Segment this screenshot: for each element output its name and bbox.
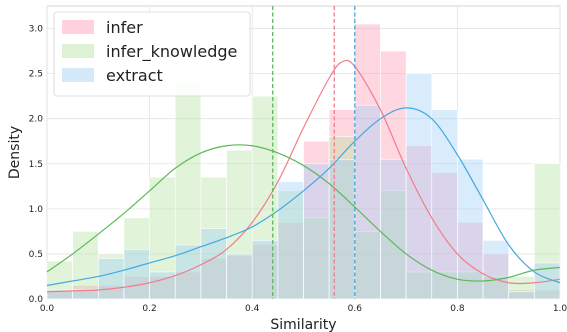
legend-swatch	[62, 68, 94, 82]
histogram-bar	[98, 258, 125, 300]
histogram-bar	[303, 217, 330, 300]
histogram-bar	[303, 163, 330, 300]
x-tick-label: 0.4	[245, 304, 260, 314]
y-tick-label: 3.0	[29, 25, 44, 35]
histogram-bar	[405, 145, 433, 300]
mean-lines	[272, 6, 356, 299]
legend-label: infer_knowledge	[106, 42, 237, 62]
histogram-bar	[328, 158, 356, 300]
histogram-bar	[482, 240, 509, 300]
legend-box	[53, 11, 251, 97]
histogram-bar	[277, 181, 304, 300]
histogram-bar	[174, 244, 202, 300]
legend-label: infer	[106, 18, 143, 37]
histogram-bar	[174, 271, 202, 300]
legend-swatch	[62, 44, 94, 58]
histogram-bar	[226, 255, 253, 300]
histogram-bar	[431, 109, 458, 300]
histogram-bar	[174, 82, 202, 300]
histogram-bar	[380, 190, 407, 300]
histogram-bar	[354, 104, 381, 300]
histogram-bar	[534, 163, 561, 300]
x-tick-label: 1.0	[553, 304, 567, 314]
y-tick-label: 0.0	[29, 295, 44, 305]
histogram-bar	[405, 73, 433, 300]
histogram-bar	[149, 176, 176, 300]
histogram-bar	[226, 253, 253, 300]
histogram-bar	[380, 50, 407, 300]
x-tick-label: 0.8	[450, 304, 465, 314]
histogram-bars	[46, 23, 561, 300]
y-tick-label: 0.5	[29, 250, 43, 260]
kde-curve-infer	[46, 59, 561, 293]
y-tick-label: 2.0	[29, 115, 44, 125]
axis-ticks: 0.0 0.2 0.4 0.6 0.8 1.0 0.0 0.5 1.0 1.5 2.0 2.5 3.0	[29, 25, 567, 314]
histogram-bar	[251, 240, 279, 300]
histogram-bar	[380, 158, 407, 300]
kde-curve-extract	[46, 107, 561, 287]
y-tick-label: 1.0	[29, 205, 44, 215]
legend-label: extract	[106, 66, 163, 85]
legend-swatch	[62, 20, 94, 34]
y-tick-label: 1.5	[29, 160, 43, 170]
histogram-bar	[251, 95, 279, 300]
histogram-series-extract	[46, 73, 561, 300]
y-axis-title: Density	[7, 126, 23, 179]
x-tick-label: 0.2	[142, 304, 156, 314]
histogram-bar	[200, 176, 227, 300]
histogram-bar	[72, 231, 99, 300]
histogram-bar	[149, 271, 176, 300]
x-tick-label: 0.6	[348, 304, 363, 314]
kde-curve-infer-knowledge	[46, 144, 561, 282]
histogram-bar	[457, 222, 484, 300]
histogram-bar	[508, 291, 535, 300]
x-axis-title: Similarity	[270, 317, 336, 332]
histogram-bar	[226, 149, 253, 300]
x-tick-label: 0.0	[40, 304, 55, 314]
histogram-bar	[200, 228, 227, 300]
histogram-bar	[277, 222, 304, 300]
y-tick-label: 2.5	[29, 70, 43, 80]
histogram-bar	[123, 249, 150, 300]
kde-curves	[46, 59, 561, 293]
histogram-bar	[457, 158, 484, 300]
